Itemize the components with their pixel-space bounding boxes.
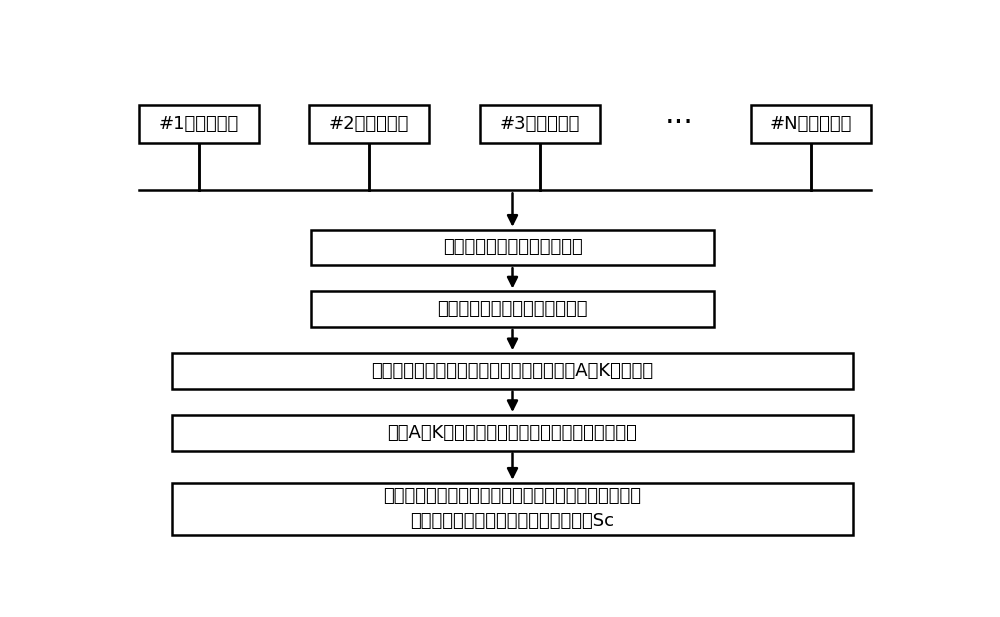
Bar [480, 105, 600, 143]
Text: 根据电池选取合适的超声频率: 根据电池选取合适的超声频率 [443, 238, 582, 257]
Bar [172, 415, 853, 450]
Bar [311, 230, 714, 265]
Bar [172, 482, 853, 535]
Text: 根据电池的声稳定寿命和循环寿命，得到不同类型电池
的循环寿命与声稳定寿命之间的倍率值Sc: 根据电池的声稳定寿命和循环寿命，得到不同类型电池 的循环寿命与声稳定寿命之间的倍… [384, 487, 642, 530]
Text: 根据电池类型和超声成像分辨率选取合适的A和K的具体值: 根据电池类型和超声成像分辨率选取合适的A和K的具体值 [371, 362, 654, 380]
Text: 根据A和K对图像进行判定，得到电池的声稳定寿命: 根据A和K对图像进行判定，得到电池的声稳定寿命 [388, 424, 637, 442]
Text: 获取电池各个位置的超声透射率: 获取电池各个位置的超声透射率 [437, 300, 588, 318]
Bar [172, 353, 853, 389]
Bar [751, 105, 871, 143]
Text: #N锂离子电池: #N锂离子电池 [770, 115, 852, 133]
Bar [139, 105, 259, 143]
Text: #2锂离子电池: #2锂离子电池 [329, 115, 409, 133]
Bar [311, 291, 714, 327]
Text: #3锂离子电池: #3锂离子电池 [499, 115, 580, 133]
Text: ···: ··· [665, 109, 694, 138]
Bar [309, 105, 429, 143]
Text: #1锂离子电池: #1锂离子电池 [158, 115, 239, 133]
